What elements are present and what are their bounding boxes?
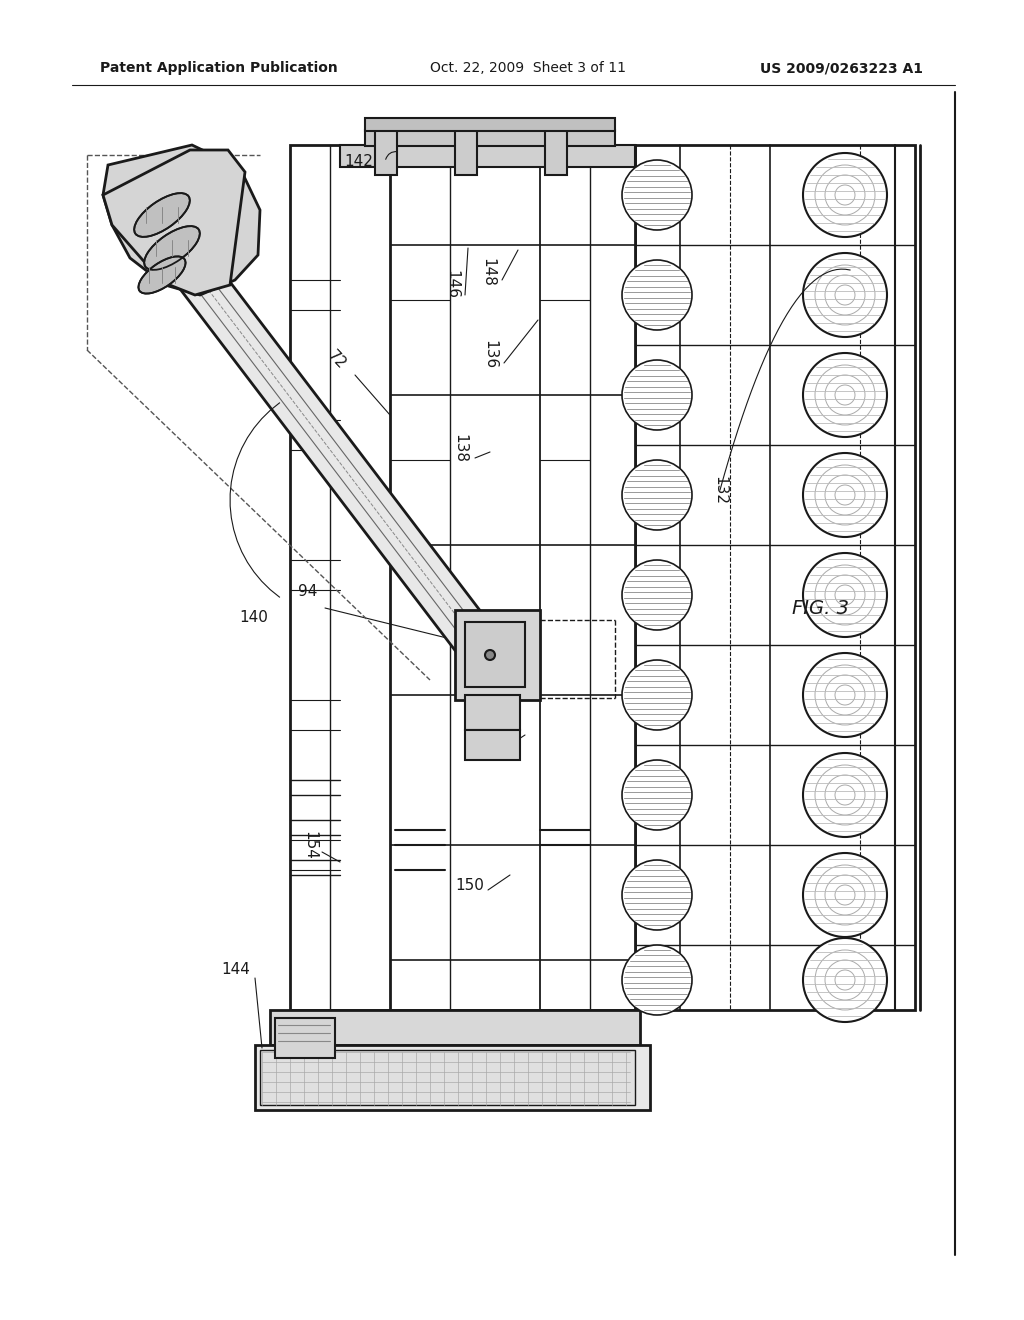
- Bar: [290, 145, 390, 1010]
- Circle shape: [622, 360, 692, 430]
- Text: Oct. 22, 2009  Sheet 3 of 11: Oct. 22, 2009 Sheet 3 of 11: [430, 61, 626, 75]
- Circle shape: [803, 352, 887, 437]
- Circle shape: [622, 760, 692, 830]
- Circle shape: [622, 459, 692, 531]
- Ellipse shape: [144, 226, 200, 269]
- Text: Patent Application Publication: Patent Application Publication: [100, 61, 338, 75]
- Bar: [340, 145, 635, 168]
- Circle shape: [622, 660, 692, 730]
- Ellipse shape: [134, 193, 189, 236]
- Circle shape: [485, 649, 495, 660]
- Bar: [465, 696, 520, 730]
- Circle shape: [803, 853, 887, 937]
- Bar: [465, 730, 520, 760]
- Text: 140: 140: [240, 610, 268, 626]
- Bar: [375, 129, 397, 176]
- Text: 136: 136: [482, 341, 498, 370]
- Polygon shape: [103, 145, 260, 294]
- Bar: [545, 129, 567, 176]
- Bar: [365, 129, 615, 147]
- Text: 72: 72: [325, 348, 349, 372]
- Text: FIG. 3: FIG. 3: [792, 598, 849, 618]
- Bar: [340, 145, 635, 1010]
- Text: 94: 94: [298, 585, 317, 599]
- Polygon shape: [103, 150, 245, 294]
- Text: 142: 142: [344, 154, 373, 169]
- Bar: [270, 1010, 640, 1045]
- Circle shape: [803, 553, 887, 638]
- Ellipse shape: [138, 256, 185, 293]
- Bar: [455, 610, 540, 700]
- Circle shape: [622, 260, 692, 330]
- Bar: [260, 1049, 635, 1105]
- Circle shape: [622, 560, 692, 630]
- Text: 138: 138: [453, 433, 468, 462]
- Bar: [465, 622, 525, 686]
- Circle shape: [803, 752, 887, 837]
- Text: 132: 132: [713, 475, 727, 504]
- Bar: [635, 145, 915, 1010]
- Text: US 2009/0263223 A1: US 2009/0263223 A1: [760, 61, 923, 75]
- Bar: [365, 117, 615, 131]
- Circle shape: [803, 153, 887, 238]
- Circle shape: [803, 653, 887, 737]
- Text: 154: 154: [302, 830, 317, 859]
- Text: 144: 144: [221, 962, 250, 978]
- Text: 134: 134: [480, 727, 496, 756]
- Text: 150: 150: [456, 878, 484, 892]
- Bar: [275, 1018, 335, 1059]
- Circle shape: [803, 253, 887, 337]
- Circle shape: [622, 945, 692, 1015]
- Circle shape: [622, 160, 692, 230]
- Circle shape: [622, 861, 692, 931]
- Text: 70: 70: [160, 176, 184, 201]
- Bar: [455, 129, 477, 176]
- Polygon shape: [123, 186, 508, 673]
- Text: 146: 146: [444, 271, 460, 300]
- Text: 148: 148: [480, 257, 496, 286]
- Circle shape: [803, 453, 887, 537]
- Circle shape: [803, 939, 887, 1022]
- Bar: [255, 1045, 650, 1110]
